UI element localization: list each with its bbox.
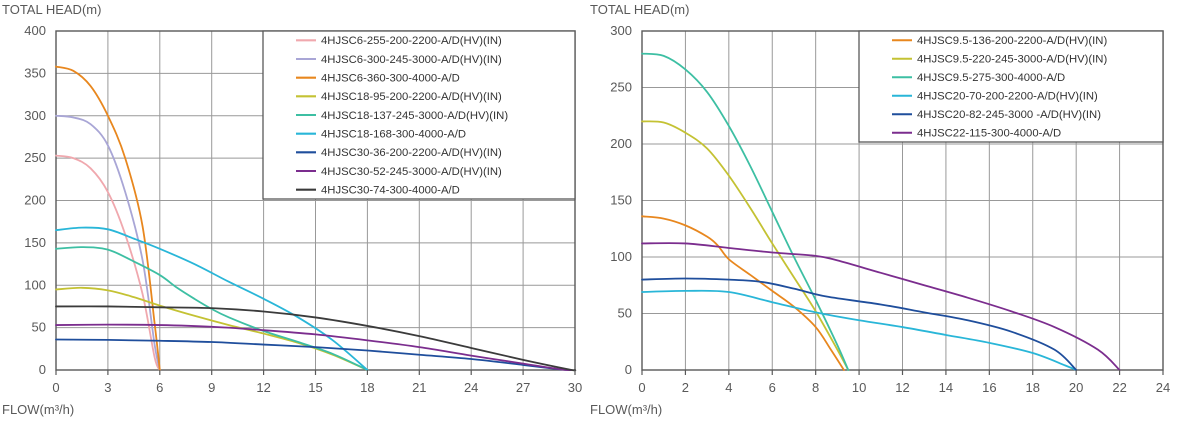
svg-text:50: 50: [618, 306, 632, 321]
svg-text:4HJSC9.5-220-245-3000-A/D(HV)(: 4HJSC9.5-220-245-3000-A/D(HV)(IN): [917, 54, 1107, 66]
svg-text:4HJSC20-70-200-2200-A/D(HV)(IN: 4HJSC20-70-200-2200-A/D(HV)(IN): [917, 91, 1098, 103]
svg-text:10: 10: [852, 380, 866, 395]
svg-text:400: 400: [24, 23, 46, 38]
svg-text:24: 24: [1156, 380, 1170, 395]
svg-text:15: 15: [308, 380, 322, 395]
svg-text:4HJSC30-52-245-3000-A/D(HV)(IN: 4HJSC30-52-245-3000-A/D(HV)(IN): [321, 166, 502, 178]
svg-text:TOTAL HEAD(m): TOTAL HEAD(m): [590, 2, 689, 17]
svg-text:0: 0: [638, 380, 645, 395]
svg-text:8: 8: [812, 380, 819, 395]
svg-text:100: 100: [24, 277, 46, 292]
svg-text:200: 200: [24, 193, 46, 208]
svg-text:6: 6: [156, 380, 163, 395]
svg-text:FLOW(m³/h): FLOW(m³/h): [2, 402, 74, 417]
svg-text:20: 20: [1069, 380, 1083, 395]
svg-text:12: 12: [256, 380, 270, 395]
svg-text:12: 12: [895, 380, 909, 395]
svg-text:100: 100: [610, 249, 632, 264]
svg-text:250: 250: [24, 150, 46, 165]
svg-text:14: 14: [939, 380, 953, 395]
svg-text:30: 30: [568, 380, 582, 395]
svg-text:0: 0: [625, 362, 632, 377]
svg-text:4HJSC6-255-200-2200-A/D(HV)(IN: 4HJSC6-255-200-2200-A/D(HV)(IN): [321, 35, 502, 47]
svg-text:0: 0: [39, 362, 46, 377]
svg-text:3: 3: [104, 380, 111, 395]
svg-text:TOTAL HEAD(m): TOTAL HEAD(m): [2, 2, 101, 17]
svg-text:4HJSC6-360-300-4000-A/D: 4HJSC6-360-300-4000-A/D: [321, 72, 460, 84]
svg-text:0: 0: [52, 380, 59, 395]
svg-text:16: 16: [982, 380, 996, 395]
svg-text:6: 6: [769, 380, 776, 395]
svg-text:150: 150: [610, 193, 632, 208]
svg-text:300: 300: [24, 108, 46, 123]
svg-text:200: 200: [610, 136, 632, 151]
svg-text:24: 24: [464, 380, 478, 395]
svg-text:4HJSC20-82-245-3000 -A/D(HV)(I: 4HJSC20-82-245-3000 -A/D(HV)(IN): [917, 109, 1101, 121]
svg-text:350: 350: [24, 65, 46, 80]
svg-text:4HJSC30-74-300-4000-A/D: 4HJSC30-74-300-4000-A/D: [321, 184, 460, 196]
svg-text:18: 18: [360, 380, 374, 395]
svg-text:22: 22: [1112, 380, 1126, 395]
svg-text:4HJSC18-95-200-2200-A/D(HV)(IN: 4HJSC18-95-200-2200-A/D(HV)(IN): [321, 91, 502, 103]
svg-text:4HJSC18-137-245-3000-A/D(HV)(I: 4HJSC18-137-245-3000-A/D(HV)(IN): [321, 110, 508, 122]
svg-text:250: 250: [610, 80, 632, 95]
svg-text:4HJSC22-115-300-4000-A/D: 4HJSC22-115-300-4000-A/D: [917, 128, 1061, 140]
svg-text:50: 50: [32, 320, 46, 335]
svg-text:4HJSC18-168-300-4000-A/D: 4HJSC18-168-300-4000-A/D: [321, 128, 466, 140]
svg-text:27: 27: [516, 380, 530, 395]
svg-text:4HJSC6-300-245-3000-A/D(HV)(IN: 4HJSC6-300-245-3000-A/D(HV)(IN): [321, 54, 502, 66]
svg-text:4HJSC9.5-275-300-4000-A/D: 4HJSC9.5-275-300-4000-A/D: [917, 72, 1065, 84]
svg-text:2: 2: [682, 380, 689, 395]
svg-text:FLOW(m³/h): FLOW(m³/h): [590, 402, 662, 417]
svg-text:300: 300: [610, 23, 632, 38]
svg-text:9: 9: [208, 380, 215, 395]
svg-text:18: 18: [1026, 380, 1040, 395]
svg-text:4: 4: [725, 380, 732, 395]
svg-text:4HJSC9.5-136-200-2200-A/D(HV)(: 4HJSC9.5-136-200-2200-A/D(HV)(IN): [917, 35, 1107, 47]
svg-text:21: 21: [412, 380, 426, 395]
svg-text:150: 150: [24, 235, 46, 250]
svg-text:4HJSC30-36-200-2200-A/D(HV)(IN: 4HJSC30-36-200-2200-A/D(HV)(IN): [321, 147, 502, 159]
